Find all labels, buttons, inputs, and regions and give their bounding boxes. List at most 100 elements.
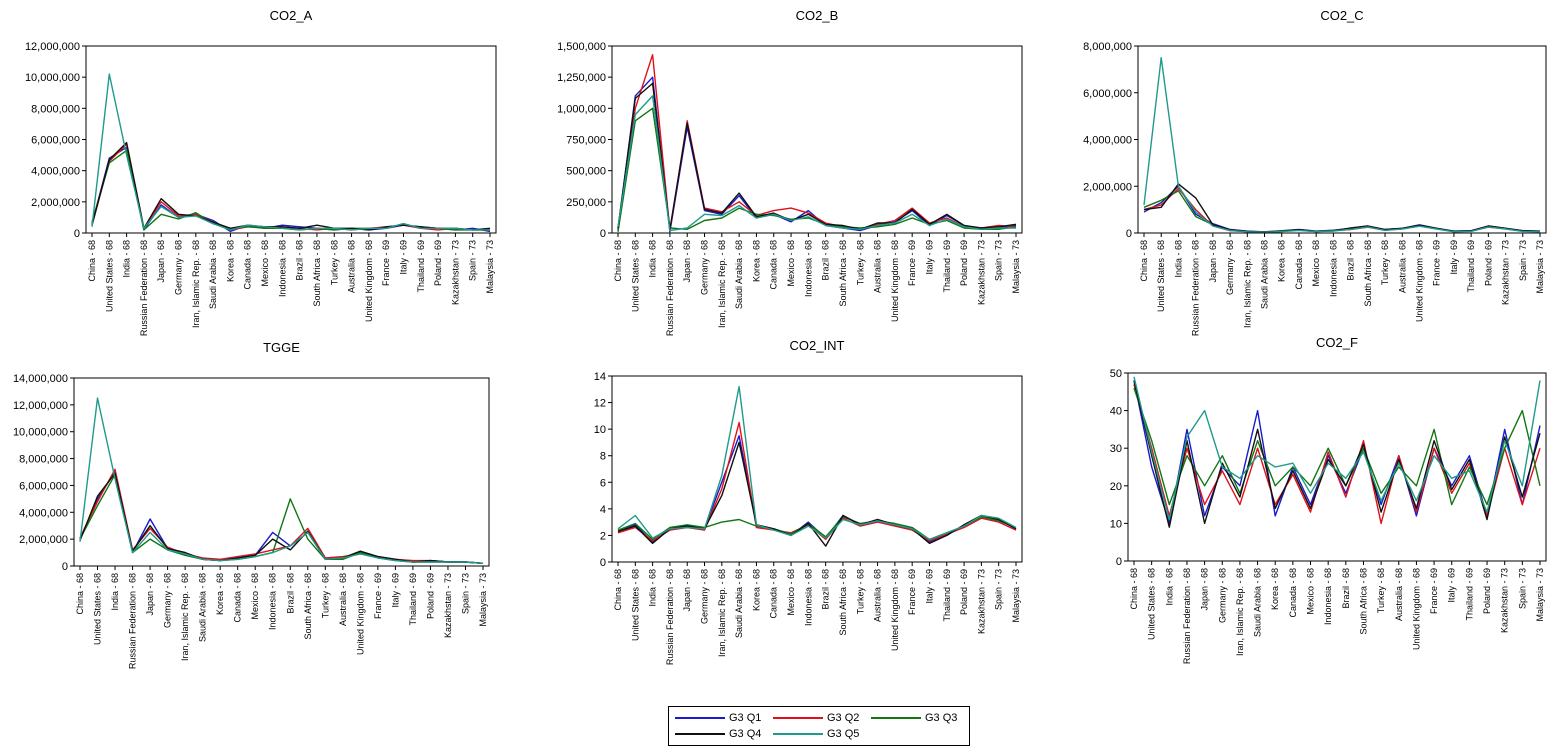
legend-item-g3-q2: G3 Q2 [773, 711, 859, 725]
x-tick-label: Turkey - 68 [855, 240, 865, 285]
series-line-g3-q2 [617, 54, 1017, 232]
y-tick-label: 2 [600, 530, 606, 542]
x-tick-label: Thailand - 69 [942, 240, 952, 293]
x-tick-label: Korea - 68 [215, 573, 225, 615]
x-tick-label: Brazil - 68 [285, 573, 295, 614]
x-tick-label: Kazakhstan - 73 [1501, 240, 1511, 305]
x-tick-label: Kazakhstan - 73 [450, 240, 460, 305]
x-tick-label: Mexico - 68 [260, 240, 270, 287]
x-tick-label: Spain - 73 [994, 569, 1004, 610]
x-tick-label: Indonesia - 68 [803, 569, 813, 626]
x-tick-label: Indonesia - 68 [803, 240, 813, 297]
y-tick-label: 0 [74, 228, 80, 240]
y-tick-label: 20 [1110, 481, 1122, 493]
x-tick-label: France - 69 [373, 573, 383, 619]
x-tick-label: Germany - 68 [174, 240, 184, 295]
x-tick-label: Italy - 69 [924, 569, 934, 604]
x-tick-label: Saudi Arabia - 68 [1253, 568, 1263, 637]
plot-frame [85, 45, 497, 234]
x-tick-label: Kazakhstan - 73 [1500, 568, 1510, 633]
x-tick-label: Poland - 69 [433, 240, 443, 286]
x-tick-label: Turkey - 68 [329, 240, 339, 285]
y-tick-label: 12,000,000 [13, 400, 68, 412]
x-tick-label: Iran, Islamic Rep. - 68 [717, 240, 727, 328]
x-tick-label: Australia - 68 [347, 240, 357, 293]
y-tick-label: 8 [600, 451, 606, 463]
y-tick-label: 2,000,000 [1083, 181, 1132, 193]
x-tick-label: Japan - 68 [682, 569, 692, 612]
x-tick-label: United Kingdom - 68 [890, 569, 900, 651]
x-tick-label: Iran, Islamic Rep. - 68 [1242, 240, 1252, 328]
x-tick-label: Kazakhstan - 73 [976, 240, 986, 305]
plot-frame [611, 375, 1023, 563]
chart-co2-a: CO2_A 0 2,000,000 4,000,000 6,000,000 8,000,0… [25, 8, 497, 336]
legend-label-g3-q4: G3 Q4 [729, 728, 762, 740]
x-tick-label: Canada - 68 [243, 240, 253, 290]
y-tick-label: 6,000,000 [19, 480, 68, 492]
y-tick-label: 1,250,000 [557, 72, 606, 84]
x-tick-label: Germany - 68 [700, 240, 710, 295]
x-tick-label: Brazil - 68 [1341, 568, 1351, 609]
x-tick-label: Italy - 69 [1449, 240, 1459, 275]
chart-title: TGGE [263, 340, 300, 355]
x-tick-label: United Kingdom - 68 [1414, 240, 1424, 322]
x-tick-label: Germany - 68 [163, 573, 173, 628]
x-tick-label: Russian Federation - 68 [128, 573, 138, 669]
x-tick-label: Germany - 68 [700, 569, 710, 624]
y-tick-label: 4 [600, 504, 606, 516]
y-tick-label: 500,000 [566, 166, 606, 178]
x-tick-label: India - 68 [1173, 240, 1183, 278]
y-tick-label: 0 [1126, 228, 1132, 240]
y-tick-label: 0 [62, 561, 68, 573]
x-tick-label: Canada - 68 [769, 240, 779, 290]
legend: G3 Q1 G3 Q2 G3 Q3 G3 Q4 G3 Q5 [668, 706, 970, 746]
y-tick-label: 0 [1116, 556, 1122, 568]
x-tick-label: Korea - 68 [225, 240, 235, 282]
x-tick-label: Brazil - 68 [821, 569, 831, 610]
x-tick-label: Korea - 68 [751, 240, 761, 282]
plot-frame [1137, 45, 1547, 234]
x-tick-label: Russian Federation - 68 [665, 240, 675, 336]
x-tick-label: South Africa - 68 [838, 240, 848, 307]
x-tick-label: India - 68 [1164, 568, 1174, 606]
chart-title: CO2_C [1320, 8, 1363, 23]
series-line-g3-q5 [1143, 57, 1541, 234]
legend-label-g3-q3: G3 Q3 [925, 712, 958, 724]
series-line-g3-q2 [617, 421, 1017, 542]
y-tick-label: 4,000,000 [1083, 135, 1132, 147]
legend-item-g3-q1: G3 Q1 [675, 711, 761, 725]
y-tick-label: 2,000,000 [19, 534, 68, 546]
y-tick-label: 4,000,000 [31, 166, 80, 178]
x-tick-label: Russian Federation - 68 [139, 240, 149, 336]
x-tick-label: Brazil - 68 [295, 240, 305, 281]
y-tick-label: 750,000 [566, 135, 606, 147]
x-tick-label: France - 69 [1429, 568, 1439, 614]
x-tick-label: Malaysia - 73 [478, 573, 488, 627]
chart-co2-int: CO2_INT 0 2 4 6 8 10 12 14 China - 68 United State… [594, 338, 1023, 665]
series-line-g3-q4 [617, 82, 1017, 231]
x-tick-label: Spain - 73 [1517, 568, 1527, 609]
x-tick-label: Australia - 68 [1394, 568, 1404, 621]
x-tick-label: France - 69 [381, 240, 391, 286]
x-tick-label: Canada - 68 [233, 573, 243, 623]
x-tick-label: Canada - 68 [769, 569, 779, 619]
legend-swatch-g3-q1 [675, 717, 725, 719]
legend-item-g3-q3: G3 Q3 [871, 711, 957, 725]
x-tick-label: South Africa - 68 [838, 569, 848, 636]
x-tick-label: South Africa - 68 [312, 240, 322, 307]
x-tick-label: Thailand - 69 [1464, 568, 1474, 621]
x-tick-label: Mexico - 68 [786, 569, 796, 616]
y-tick-label: 6 [600, 477, 606, 489]
legend-item-g3-q5: G3 Q5 [773, 727, 859, 741]
y-tick-label: 0 [600, 228, 606, 240]
x-tick-label: Japan - 68 [682, 240, 692, 283]
x-tick-label: Mexico - 68 [786, 240, 796, 287]
legend-label-g3-q1: G3 Q1 [729, 712, 762, 724]
x-tick-label: China - 68 [613, 240, 623, 282]
x-tick-label: Canada - 68 [1288, 568, 1298, 618]
y-tick-label: 1,000,000 [557, 103, 606, 115]
x-tick-label: Brazil - 68 [1346, 240, 1356, 281]
x-tick-label: Turkey - 68 [855, 569, 865, 614]
y-tick-label: 8,000,000 [1083, 41, 1132, 53]
x-tick-label: Thailand - 69 [942, 569, 952, 622]
